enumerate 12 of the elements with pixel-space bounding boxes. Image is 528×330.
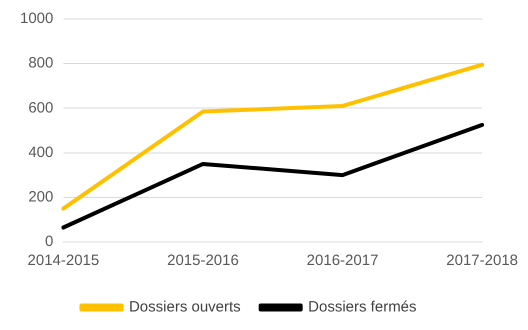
y-tick-label: 0 bbox=[45, 233, 54, 250]
x-tick-label: 2014-2015 bbox=[28, 252, 100, 270]
x-tick-label: 2017-2018 bbox=[446, 252, 518, 270]
legend-label: Dossiers ouverts bbox=[128, 298, 241, 316]
y-tick-label: 800 bbox=[28, 54, 54, 72]
y-tick-label: 200 bbox=[28, 188, 54, 206]
y-tick-label: 600 bbox=[28, 99, 54, 116]
y-tick-label: 1000 bbox=[20, 10, 54, 28]
x-tick-label: 2016-2017 bbox=[306, 252, 378, 270]
x-tick-label: 2015-2016 bbox=[167, 252, 239, 270]
legend-label: Dossiers fermés bbox=[308, 298, 417, 316]
y-tick-label: 400 bbox=[28, 144, 54, 161]
